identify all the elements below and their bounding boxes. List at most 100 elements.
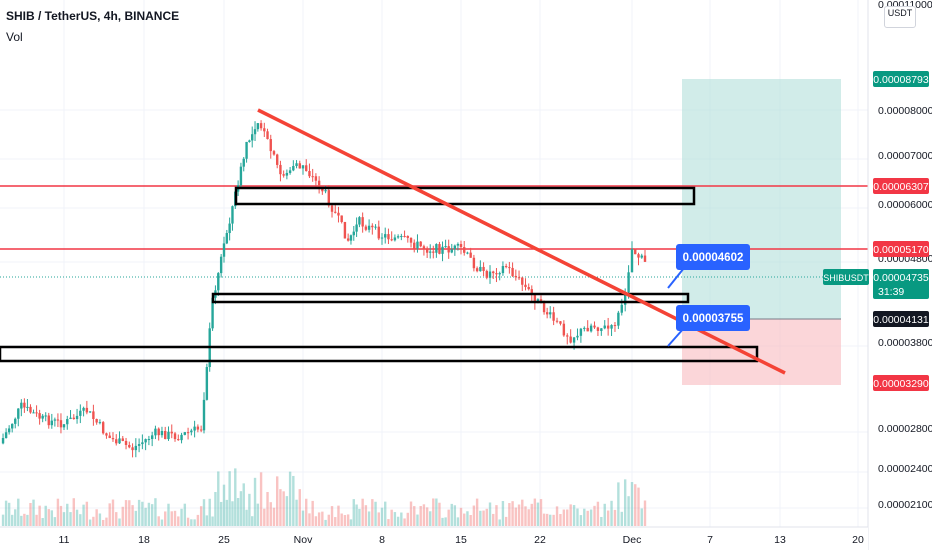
time-tick: 7 <box>707 534 713 546</box>
candle-body <box>79 410 82 416</box>
volume-bar <box>346 514 350 526</box>
zone-box-middle[interactable] <box>211 292 690 304</box>
volume-bar <box>56 498 60 526</box>
zone-box-top[interactable] <box>234 186 696 206</box>
volume-bar <box>358 508 361 526</box>
volume-bar <box>640 508 643 526</box>
time-tick: 15 <box>455 534 467 546</box>
volume-bar <box>517 504 521 526</box>
svg-text:0.00008793: 0.00008793 <box>873 74 929 86</box>
time-tick: 11 <box>59 534 70 546</box>
volume-bar <box>7 502 11 526</box>
candle-body <box>390 239 393 241</box>
tag-current-price: 0.00004735 31:39 <box>873 269 929 299</box>
volume-bar <box>72 498 75 526</box>
candle-body <box>186 432 190 434</box>
volume-bar <box>466 511 469 526</box>
volume-bar <box>549 514 552 526</box>
volume-bar <box>199 506 203 526</box>
volume-bar <box>269 502 272 526</box>
candle-body <box>95 419 98 423</box>
volume-bar <box>492 513 495 526</box>
candle-body <box>569 336 572 343</box>
candle-body <box>222 243 226 257</box>
candle-body <box>586 327 589 332</box>
candle-body <box>425 249 429 253</box>
target-zone[interactable] <box>682 79 841 319</box>
volume-bar <box>337 505 340 526</box>
volume-bar <box>186 517 190 526</box>
volume-bar <box>245 509 248 526</box>
volume-bar <box>128 500 131 526</box>
zone-box-bottom[interactable] <box>0 345 759 363</box>
candle-body <box>450 249 453 253</box>
volume-bar <box>217 471 220 526</box>
callout-upper[interactable]: 0.00004602 <box>667 244 750 289</box>
candle-body <box>205 367 209 400</box>
candle-body <box>613 325 617 327</box>
volume-bar <box>330 506 334 526</box>
chart-legend: SHIB / TetherUS, 4h, BINANCE Vol <box>6 9 179 44</box>
volume-bar <box>413 506 416 526</box>
candle-body <box>144 439 147 443</box>
volume-bar <box>173 510 177 526</box>
volume-bar <box>222 484 226 526</box>
volume-bar <box>593 505 596 526</box>
volume-bar <box>530 503 533 526</box>
candle-body <box>422 246 426 250</box>
volume-bar <box>459 507 463 526</box>
candle-body <box>552 312 555 321</box>
candle-body <box>610 325 613 329</box>
svg-text:0.00004131: 0.00004131 <box>873 314 929 326</box>
tag-stop: 0.00003290 <box>873 375 929 391</box>
candle-body <box>466 252 469 254</box>
callout-lower[interactable]: 0.00003755 <box>667 305 750 347</box>
candle-body <box>47 415 50 426</box>
volume-bar <box>66 503 69 526</box>
candle-body <box>134 445 138 451</box>
volume-bar <box>352 499 355 526</box>
candle-body <box>38 413 41 419</box>
candle-body <box>337 212 340 216</box>
volume-bar <box>196 514 200 526</box>
candle-body <box>196 426 200 430</box>
candle-body <box>1 438 5 444</box>
candle-body <box>41 415 44 419</box>
volume-bar <box>453 505 457 526</box>
candle-body <box>589 325 593 332</box>
candle-body <box>447 246 450 253</box>
candle-body <box>124 440 128 445</box>
volume-bar <box>596 501 600 526</box>
candle-body <box>217 273 220 291</box>
volume-bar <box>118 518 121 526</box>
candle-body <box>98 422 102 424</box>
candle-body <box>199 429 203 431</box>
candle-body <box>115 439 118 444</box>
volume-bar <box>98 513 102 526</box>
candle-body <box>583 327 586 329</box>
volume-bar <box>141 501 144 526</box>
time-tick: 8 <box>379 534 385 546</box>
candle-body <box>242 158 245 167</box>
candle-body <box>305 165 308 172</box>
volume-bar <box>41 518 44 526</box>
candle-body <box>72 417 75 420</box>
volume-bar <box>576 508 579 526</box>
candle-body <box>101 422 105 434</box>
volume-bar <box>435 498 438 526</box>
candle-body <box>530 289 533 295</box>
volume-bar <box>586 510 589 526</box>
volume-bar <box>343 515 347 526</box>
volume-bar <box>115 512 118 526</box>
candle-body <box>75 415 79 420</box>
volume-bar <box>441 517 444 526</box>
candle-body <box>111 438 115 440</box>
currency-label: USDT <box>887 8 913 18</box>
candle-body <box>596 327 600 331</box>
currency-button[interactable]: USDT <box>884 6 916 28</box>
volume-bar <box>409 501 413 526</box>
time-axis-panel[interactable] <box>0 527 868 550</box>
volume-bar <box>95 509 98 526</box>
candle-body <box>141 442 144 445</box>
